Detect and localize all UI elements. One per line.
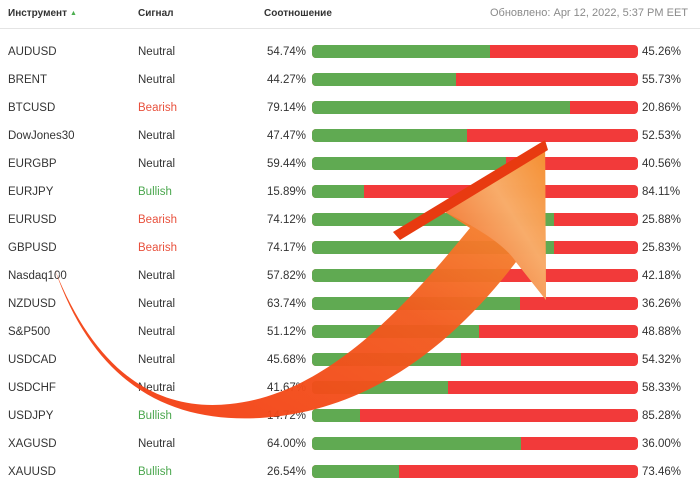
short-percent: 36.26% [642,298,682,310]
instrument-name[interactable]: NZDUSD [8,298,56,310]
short-percent: 36.00% [642,438,682,450]
instrument-name[interactable]: BRENT [8,74,47,86]
signal-label: Bearish [138,242,177,254]
signal-label: Neutral [138,354,176,366]
ratio-bar [312,73,638,86]
short-percent: 52.53% [642,130,682,142]
short-percent: 42.18% [642,270,682,282]
ratio-bar [312,45,638,58]
signal-label: Neutral [138,270,176,282]
signal-label: Neutral [138,130,176,142]
instrument-name[interactable]: EURUSD [8,214,57,226]
short-percent: 48.88% [642,326,682,338]
signal-label: Bullish [138,410,172,422]
long-percent: 74.12% [266,214,306,226]
signal-label: Bearish [138,214,177,226]
long-percent: 79.14% [266,102,306,114]
ratio-bar-long [312,73,457,86]
instrument-name[interactable]: S&P500 [8,326,51,338]
column-header-instrument[interactable]: Инструмент ▲ [8,8,77,19]
column-header-ratio[interactable]: Соотношение [264,8,332,19]
ratio-bar [312,129,638,142]
table-header: Инструмент ▲ Сигнал Соотношение Обновлено… [0,0,700,29]
signal-label: Neutral [138,46,176,58]
ratio-bar [312,157,638,170]
short-percent: 85.28% [642,410,682,422]
instrument-name[interactable]: USDJPY [8,410,54,422]
long-percent: 51.12% [266,326,306,338]
long-percent: 57.82% [266,270,306,282]
ratio-bar-long [312,465,399,478]
ratio-bar-long [312,157,506,170]
ratio-bar-long [312,101,570,114]
short-percent: 58.33% [642,382,682,394]
signal-label: Bullish [138,466,172,478]
instrument-name[interactable]: USDCAD [8,354,57,366]
updated-timestamp: Обновлено: Apr 12, 2022, 5:37 PM EET [490,7,688,19]
ratio-bar-long [312,409,360,422]
instrument-name[interactable]: GBPUSD [8,242,57,254]
instrument-name[interactable]: EURGBP [8,158,57,170]
signal-label: Neutral [138,158,176,170]
instrument-name[interactable]: XAGUSD [8,438,57,450]
signal-label: Neutral [138,298,176,310]
long-percent: 44.27% [266,74,306,86]
long-percent: 63.74% [266,298,306,310]
long-percent: 45.68% [266,354,306,366]
long-percent: 74.17% [266,242,306,254]
short-percent: 84.11% [642,186,681,198]
ratio-bar-long [312,185,364,198]
instrument-name[interactable]: USDCHF [8,382,56,394]
short-percent: 25.83% [642,242,682,254]
ratio-bar-long [312,129,467,142]
long-percent: 64.00% [266,438,306,450]
table-row[interactable]: EURGBP Neutral 59.44% 40.56% [0,150,700,178]
table-row[interactable]: USDJPY Bullish 14.72% 85.28% [0,402,700,430]
table-row[interactable]: AUDUSD Neutral 54.74% 45.26% [0,38,700,66]
table-row[interactable]: XAGUSD Neutral 64.00% 36.00% [0,430,700,458]
instrument-name[interactable]: BTCUSD [8,102,56,114]
instrument-name[interactable]: DowJones30 [8,130,75,142]
long-percent: 54.74% [266,46,306,58]
short-percent: 45.26% [642,46,682,58]
long-percent: 59.44% [266,158,306,170]
instrument-name[interactable]: Nasdaq100 [8,270,67,282]
ratio-bar [312,409,638,422]
table-row[interactable]: USDCHF Neutral 41.67% 58.33% [0,374,700,402]
ratio-bar [312,465,638,478]
table-row[interactable]: XAUUSD Bullish 26.54% 73.46% [0,458,700,486]
signal-label: Neutral [138,438,176,450]
table-row[interactable]: BRENT Neutral 44.27% 55.73% [0,66,700,94]
ratio-bar [312,437,638,450]
short-percent: 73.46% [642,466,682,478]
short-percent: 54.32% [642,354,682,366]
column-header-signal[interactable]: Сигнал [138,8,174,19]
ratio-bar [312,101,638,114]
signal-label: Neutral [138,326,176,338]
signal-label: Bullish [138,186,172,198]
long-percent: 26.54% [266,466,306,478]
short-percent: 55.73% [642,74,682,86]
ratio-bar-long [312,437,521,450]
instrument-name[interactable]: XAUUSD [8,466,56,478]
signal-label: Neutral [138,74,176,86]
long-percent: 47.47% [266,130,306,142]
short-percent: 40.56% [642,158,682,170]
table-row[interactable]: DowJones30 Neutral 47.47% 52.53% [0,122,700,150]
triangle-up-icon: ▲ [70,10,77,17]
table-row[interactable]: BTCUSD Bearish 79.14% 20.86% [0,94,700,122]
short-percent: 20.86% [642,102,682,114]
signal-label: Bearish [138,102,177,114]
instrument-name[interactable]: AUDUSD [8,46,57,58]
instrument-name[interactable]: EURJPY [8,186,54,198]
short-percent: 25.88% [642,214,682,226]
long-percent: 15.89% [266,186,306,198]
ratio-bar-long [312,45,491,58]
